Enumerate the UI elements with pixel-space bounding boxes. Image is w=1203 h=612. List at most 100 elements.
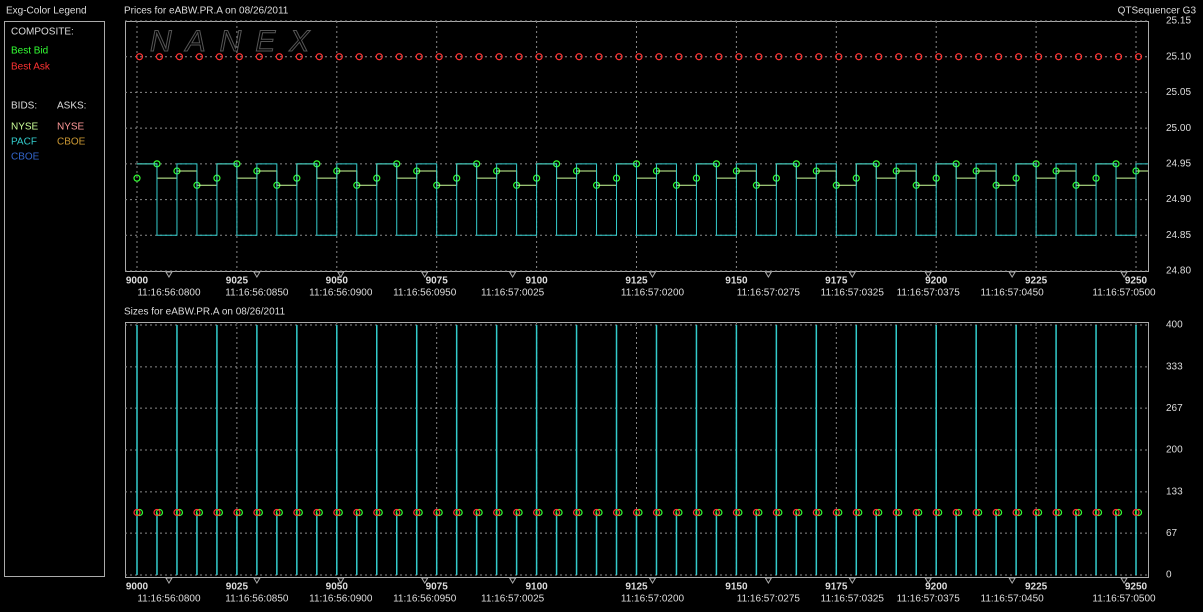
x-tick-label: 9025 bbox=[226, 582, 249, 593]
x-tick-label: 9225 bbox=[1025, 582, 1048, 593]
marker bbox=[1134, 53, 1143, 61]
time-label: 11:16:56:0850 bbox=[225, 594, 289, 605]
x-tick-label: 9250 bbox=[1125, 582, 1148, 593]
marker bbox=[615, 508, 623, 517]
marker bbox=[375, 508, 383, 517]
x-tick-label: 9225 bbox=[1025, 276, 1048, 287]
marker bbox=[532, 508, 541, 517]
marker bbox=[555, 508, 563, 517]
marker bbox=[555, 53, 563, 61]
marker bbox=[1035, 508, 1043, 517]
x-tick-label: 9175 bbox=[825, 582, 848, 593]
marker bbox=[435, 508, 443, 517]
time-label: 11:16:57:0025 bbox=[481, 288, 545, 299]
time-tick bbox=[420, 577, 429, 584]
marker bbox=[675, 53, 683, 61]
marker bbox=[632, 508, 641, 517]
time-label: 11:16:56:0900 bbox=[309, 594, 373, 605]
marker bbox=[335, 53, 343, 61]
y-tick-label: 267 bbox=[1166, 403, 1183, 414]
marker bbox=[195, 508, 204, 517]
marker bbox=[455, 53, 463, 61]
y-tick-label: 25.15 bbox=[1166, 16, 1191, 27]
marker bbox=[1112, 508, 1120, 517]
marker bbox=[175, 508, 184, 517]
time-tick bbox=[648, 271, 657, 278]
marker bbox=[353, 508, 361, 517]
marker bbox=[1074, 53, 1083, 61]
marker bbox=[735, 53, 743, 61]
marker bbox=[255, 53, 263, 61]
x-tick-label: 9175 bbox=[825, 276, 848, 287]
time-tick bbox=[1008, 271, 1017, 278]
x-tick-label: 9125 bbox=[625, 582, 648, 593]
time-tick bbox=[648, 577, 657, 584]
time-label: 11:16:57:0500 bbox=[1092, 288, 1156, 299]
legend-title: Exg-Color Legend bbox=[6, 6, 87, 17]
legend-heading: ASKS: bbox=[57, 101, 86, 112]
legend-entry: PACF bbox=[11, 137, 37, 148]
marker bbox=[1134, 508, 1143, 517]
marker bbox=[995, 508, 1003, 517]
time-tick bbox=[848, 577, 857, 584]
legend-heading: BIDS: bbox=[11, 101, 37, 112]
time-tick bbox=[924, 271, 933, 278]
marker bbox=[295, 508, 303, 517]
marker bbox=[855, 508, 863, 517]
time-label: 11:16:56:0950 bbox=[393, 594, 457, 605]
x-tick-label: 9100 bbox=[525, 276, 548, 287]
marker bbox=[415, 508, 423, 517]
time-label: 11:16:57:0325 bbox=[821, 594, 885, 605]
marker bbox=[995, 53, 1003, 61]
marker bbox=[535, 53, 543, 61]
x-tick-label: 9200 bbox=[925, 276, 948, 287]
marker bbox=[535, 508, 543, 517]
marker bbox=[875, 53, 883, 61]
marker bbox=[672, 508, 681, 517]
marker bbox=[235, 53, 243, 61]
app-label: QTSequencer G3 bbox=[1118, 6, 1197, 17]
marker bbox=[915, 53, 923, 61]
time-label: 11:16:57:0275 bbox=[737, 288, 801, 299]
marker bbox=[373, 508, 381, 517]
time-tick bbox=[420, 271, 429, 278]
marker bbox=[915, 508, 923, 517]
marker bbox=[735, 508, 743, 517]
marker bbox=[595, 53, 603, 61]
marker bbox=[715, 508, 723, 517]
marker bbox=[872, 508, 880, 517]
time-tick bbox=[508, 577, 517, 584]
marker bbox=[333, 508, 341, 517]
marker bbox=[513, 508, 521, 517]
time-label: 11:16:57:0025 bbox=[481, 594, 545, 605]
marker bbox=[1074, 508, 1083, 517]
marker bbox=[895, 53, 903, 61]
time-tick bbox=[848, 271, 857, 278]
marker bbox=[695, 53, 703, 61]
time-tick bbox=[1008, 577, 1017, 584]
y-tick-label: 25.10 bbox=[1166, 51, 1191, 62]
time-tick bbox=[165, 577, 173, 584]
marker bbox=[575, 53, 583, 61]
time-label: 11:16:57:0500 bbox=[1092, 594, 1156, 605]
marker bbox=[435, 53, 443, 61]
marker bbox=[655, 508, 663, 517]
marker bbox=[355, 508, 363, 517]
marker bbox=[153, 508, 161, 517]
marker bbox=[1032, 508, 1040, 517]
time-label: 11:16:57:0275 bbox=[737, 594, 801, 605]
time-tick bbox=[764, 271, 773, 278]
marker bbox=[193, 508, 201, 517]
marker bbox=[215, 53, 224, 61]
marker bbox=[315, 508, 323, 517]
marker bbox=[413, 508, 421, 517]
marker bbox=[155, 508, 164, 517]
marker bbox=[695, 508, 703, 517]
time-label: 11:16:57:0450 bbox=[981, 594, 1045, 605]
marker bbox=[355, 53, 363, 61]
marker bbox=[475, 508, 483, 517]
marker bbox=[592, 508, 601, 517]
x-tick-label: 9250 bbox=[1125, 276, 1148, 287]
y-tick-label: 24.90 bbox=[1166, 194, 1191, 205]
marker bbox=[475, 53, 483, 61]
